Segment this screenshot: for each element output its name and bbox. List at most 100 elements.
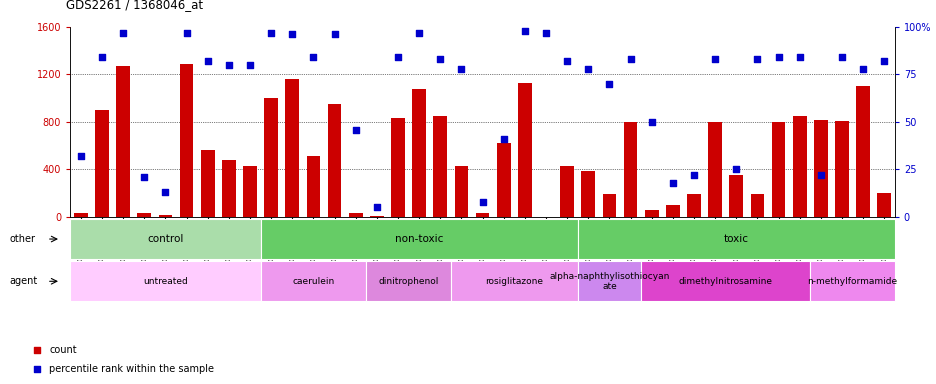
Bar	[285, 79, 299, 217]
Bar	[602, 194, 616, 217]
Point	[453, 66, 468, 72]
Bar	[644, 210, 658, 217]
Bar	[260, 219, 578, 259]
Text: toxic: toxic	[723, 234, 748, 244]
Bar	[158, 215, 172, 217]
Point	[517, 28, 532, 34]
Bar	[623, 122, 636, 217]
Text: other: other	[9, 234, 36, 244]
Bar	[771, 122, 784, 217]
Bar	[306, 156, 320, 217]
Text: percentile rank within the sample: percentile rank within the sample	[49, 364, 214, 374]
Bar	[180, 64, 193, 217]
Bar	[116, 66, 130, 217]
Point	[601, 81, 616, 87]
Point	[137, 174, 152, 180]
Point	[327, 31, 342, 38]
Text: control: control	[147, 234, 183, 244]
Bar	[810, 261, 894, 301]
Point	[770, 54, 785, 60]
Point	[158, 189, 173, 195]
Point	[242, 62, 257, 68]
Bar	[348, 214, 362, 217]
Bar	[876, 193, 890, 217]
Text: n-methylformamide: n-methylformamide	[807, 277, 897, 286]
Point	[369, 204, 384, 210]
Text: alpha-naphthylisothiocyan
ate: alpha-naphthylisothiocyan ate	[548, 271, 669, 291]
Bar	[95, 110, 109, 217]
Point	[855, 66, 870, 72]
Bar	[578, 261, 640, 301]
Point	[390, 54, 405, 60]
Point	[644, 119, 659, 125]
Point	[559, 58, 574, 64]
Bar	[578, 219, 894, 259]
Bar	[138, 214, 151, 217]
Bar	[454, 166, 468, 217]
Point	[285, 31, 300, 38]
Point	[264, 293, 279, 299]
Bar	[260, 261, 366, 301]
Bar	[856, 86, 869, 217]
Bar	[475, 214, 489, 217]
Point	[622, 56, 637, 62]
Bar	[412, 89, 426, 217]
Point	[686, 172, 701, 178]
Bar	[834, 121, 848, 217]
Bar	[750, 194, 764, 217]
Text: untreated: untreated	[143, 277, 187, 286]
Point	[749, 56, 764, 62]
Point	[707, 56, 722, 62]
Point	[411, 30, 426, 36]
Bar	[792, 116, 806, 217]
Bar	[242, 166, 256, 217]
Bar	[665, 205, 679, 217]
Point	[496, 136, 511, 142]
Point	[115, 30, 130, 36]
Bar	[70, 219, 260, 259]
Bar	[518, 83, 531, 217]
Text: count: count	[49, 345, 77, 356]
Text: rosiglitazone: rosiglitazone	[485, 277, 543, 286]
Point	[580, 66, 595, 72]
Point	[73, 153, 88, 159]
Point	[876, 58, 891, 64]
Text: non-toxic: non-toxic	[394, 234, 443, 244]
Point	[834, 54, 849, 60]
Bar	[640, 261, 810, 301]
Bar	[390, 118, 404, 217]
Bar	[328, 104, 341, 217]
Point	[200, 58, 215, 64]
Point	[665, 180, 680, 186]
Point	[812, 172, 827, 178]
Text: dimethylnitrosamine: dimethylnitrosamine	[678, 277, 772, 286]
Bar	[496, 143, 510, 217]
Point	[432, 56, 447, 62]
Point	[179, 30, 194, 36]
Bar	[686, 194, 700, 217]
Point	[263, 30, 278, 36]
Bar	[370, 216, 384, 217]
Bar	[366, 261, 450, 301]
Point	[221, 62, 236, 68]
Text: GDS2261 / 1368046_at: GDS2261 / 1368046_at	[66, 0, 202, 12]
Text: caerulein: caerulein	[292, 277, 334, 286]
Bar	[708, 122, 722, 217]
Point	[475, 199, 490, 205]
Point	[95, 54, 110, 60]
Point	[791, 54, 806, 60]
Bar	[70, 261, 260, 301]
Bar	[813, 119, 826, 217]
Point	[305, 54, 320, 60]
Bar	[222, 160, 236, 217]
Bar	[74, 214, 88, 217]
Point	[728, 166, 743, 172]
Bar	[450, 261, 578, 301]
Text: dinitrophenol: dinitrophenol	[378, 277, 438, 286]
Bar	[560, 166, 574, 217]
Text: agent: agent	[9, 276, 37, 286]
Bar	[264, 98, 278, 217]
Bar	[728, 175, 742, 217]
Bar	[433, 116, 446, 217]
Point	[264, 120, 279, 126]
